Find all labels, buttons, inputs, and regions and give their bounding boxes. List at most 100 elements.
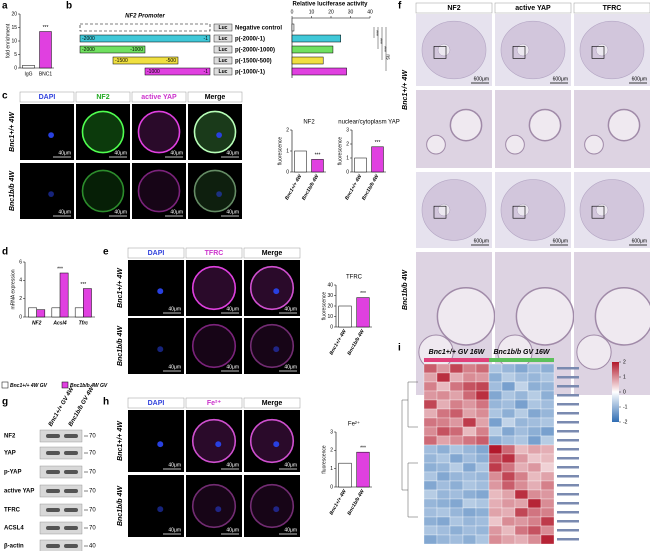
mw-label: 40 <box>89 544 96 550</box>
panel-label: d <box>2 247 8 258</box>
heatmap-cell <box>475 453 490 464</box>
heatmap-cell <box>449 372 464 383</box>
column-header: NF2 <box>96 94 109 101</box>
y-tick-label: 1 <box>346 155 349 161</box>
follicle <box>426 134 446 155</box>
significance: *** <box>381 46 387 52</box>
mw-label: 70 <box>89 470 96 476</box>
heatmap-cell <box>423 462 438 473</box>
scale-bar-label: 40μm <box>114 150 127 156</box>
ovary <box>579 20 645 80</box>
scale-tick-label: -1 <box>623 404 628 410</box>
heatmap-cell <box>449 453 464 464</box>
heatmap-cell <box>436 480 451 491</box>
column-header: DAPI <box>148 400 165 407</box>
bar <box>36 309 46 318</box>
heatmap-cell <box>475 381 490 392</box>
row-label-placeholder <box>557 448 579 451</box>
column-header-box <box>494 2 572 14</box>
oocyte <box>249 418 295 464</box>
heatmap-cell <box>501 408 516 419</box>
oocyte <box>193 110 237 154</box>
row-label-placeholder <box>557 484 579 487</box>
x-tick-label: 0 <box>291 9 294 15</box>
heatmap-cell <box>449 435 464 446</box>
protein-label: active YAP <box>4 489 34 495</box>
legend-label: Bnc1b/b 4W GV <box>70 383 108 389</box>
bar <box>291 56 324 65</box>
bar <box>311 159 324 173</box>
luc-box <box>213 56 233 65</box>
heatmap-cell <box>436 381 451 392</box>
luc-label: Luc <box>219 69 228 75</box>
heatmap-cell <box>488 489 503 500</box>
heatmap-cell <box>501 444 516 455</box>
luc-box <box>213 45 233 54</box>
y-axis-label: fluorescence <box>321 445 327 474</box>
scale-bar-label: 40μm <box>284 364 297 370</box>
row-label-placeholder <box>557 367 579 370</box>
heatmap-cell <box>462 435 477 446</box>
fragment-end: -500 <box>166 58 176 64</box>
row-label-placeholder <box>557 394 579 397</box>
heatmap-cell <box>488 408 503 419</box>
heatmap-cell <box>540 507 555 518</box>
row-label-placeholder <box>557 412 579 415</box>
heatmap-cell <box>449 381 464 392</box>
y-tick-label: 6 <box>19 259 22 265</box>
heatmap-cell <box>475 534 490 545</box>
heatmap-cell <box>488 399 503 410</box>
blot-strip <box>39 446 83 460</box>
fragment-end: -1 <box>204 69 209 75</box>
heatmap-cell <box>514 534 529 545</box>
heatmap-cell <box>462 471 477 482</box>
follicle <box>516 203 530 217</box>
chart-title: TFRC <box>346 275 363 281</box>
row-label-placeholder <box>557 457 579 460</box>
blot-band <box>64 544 78 548</box>
nucleus <box>273 346 280 353</box>
ovary <box>421 179 487 241</box>
x-tick-label: Bnc1b/b 4W <box>301 173 321 202</box>
heatmap-cell <box>488 435 503 446</box>
column-header-box <box>243 397 301 409</box>
heatmap-cell <box>462 363 477 374</box>
construct-name: p(-2000/-1) <box>235 36 265 42</box>
heatmap-cell <box>514 363 529 374</box>
legend-swatch <box>1 381 9 389</box>
heatmap-cell <box>488 417 503 428</box>
heatmap-cell <box>423 480 438 491</box>
heatmap-cell <box>514 408 529 419</box>
heatmap-cell <box>475 363 490 374</box>
heatmap-cell <box>501 390 516 401</box>
heatmap-cell <box>514 444 529 455</box>
column-header: Merge <box>262 250 283 257</box>
heatmap-cell <box>423 435 438 446</box>
luc-label: Luc <box>219 36 228 42</box>
row-label: Bnc1+/+ 4W <box>117 267 124 308</box>
nucleus <box>157 441 164 448</box>
y-tick-label: 0 <box>330 324 333 330</box>
micrograph <box>20 104 74 160</box>
scale-tick-label: 2 <box>623 359 626 365</box>
heatmap-cell <box>436 399 451 410</box>
heatmap-cell <box>488 381 503 392</box>
fragment-end: -1000 <box>130 47 143 53</box>
y-axis-label: fold enrichment <box>5 23 11 58</box>
heatmap-cell <box>527 390 542 401</box>
mw-label: 70 <box>89 526 96 532</box>
heatmap-cell <box>488 498 503 509</box>
legend-label: Bnc1+/+ 4W GV <box>10 383 48 389</box>
heatmap-cell <box>527 381 542 392</box>
heatmap-cell <box>527 372 542 383</box>
blot-band <box>64 470 78 474</box>
bar <box>83 288 92 318</box>
heatmap-cell <box>462 516 477 527</box>
heatmap-cell <box>488 516 503 527</box>
blot-band <box>46 526 60 530</box>
heatmap-cell <box>462 372 477 383</box>
nucleus <box>273 288 280 295</box>
blot-strip <box>39 503 83 517</box>
chart-title: nuclear/cytoplasm YAP <box>338 120 399 126</box>
mw-label: 70 <box>89 434 96 440</box>
